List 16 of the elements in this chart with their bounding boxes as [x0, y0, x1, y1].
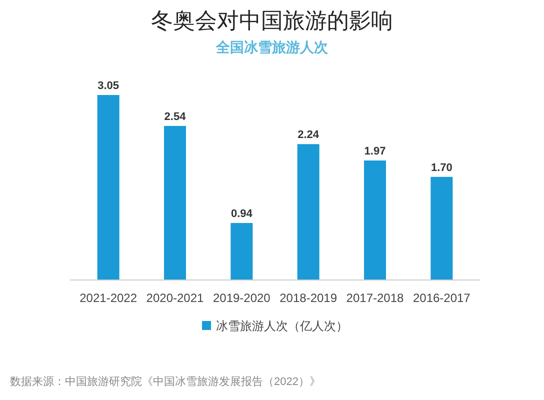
- x-tick: 2019-2020: [212, 291, 270, 305]
- data-label: 2.24: [298, 129, 320, 142]
- data-label: 1.97: [364, 146, 386, 158]
- x-tick: 2018-2019: [280, 291, 338, 305]
- data-label: 1.70: [430, 162, 452, 174]
- title: 冬奥会对中国旅游的影响: [151, 8, 393, 33]
- x-tick: 2021-2022: [80, 291, 138, 305]
- subtitle: 全国冰雪旅游人次: [216, 39, 328, 55]
- x-tick: 2020-2021: [146, 291, 204, 305]
- x-tick: 2017-2018: [346, 291, 404, 305]
- data-label: 0.94: [230, 208, 252, 220]
- x-tick: 2016-2017: [412, 291, 470, 305]
- annotation: 数据来源：中国旅游研究院《中国冰雪旅游发展报告（2022）》: [10, 376, 320, 388]
- data-label: 3.05: [98, 80, 120, 92]
- legend: 冰雪旅游人次（亿人次）: [216, 319, 348, 333]
- data-label: 2.54: [164, 110, 186, 123]
